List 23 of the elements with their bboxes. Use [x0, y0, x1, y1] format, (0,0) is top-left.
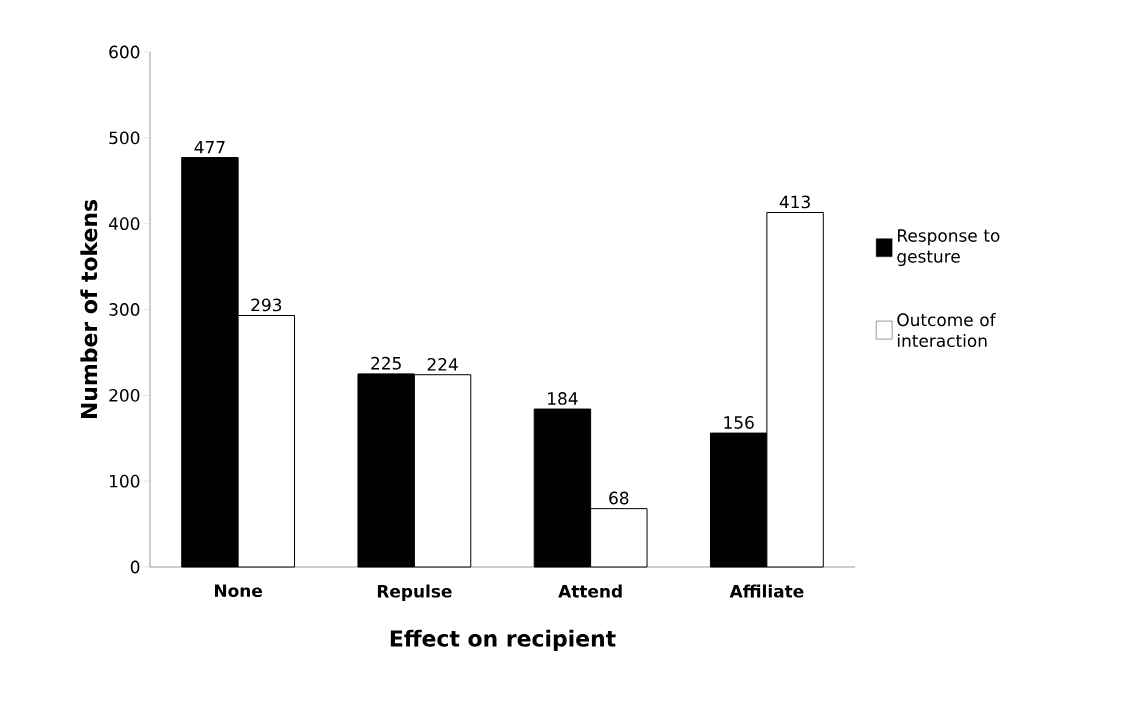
x-tick-label: None	[215, 584, 262, 598]
y-tick-label: 200	[109, 388, 140, 402]
data-label: 184	[548, 392, 578, 405]
x-tick-label: Affiliate	[729, 584, 804, 598]
y-tick-label: 0	[130, 560, 140, 574]
y-tick-label: 600	[109, 45, 140, 59]
y-tick-label: 300	[109, 303, 140, 316]
x-tick-label: Repulse	[377, 584, 452, 601]
data-label: 224	[427, 357, 458, 371]
data-label: 413	[779, 195, 810, 209]
y-tick-label: 500	[109, 131, 140, 145]
y-tick-label: 400	[108, 217, 140, 231]
y-tick-label: 100	[110, 474, 140, 488]
data-label: 225	[371, 356, 401, 370]
legend-label: Outcome of interaction	[897, 313, 996, 348]
x-axis-title: Effect on recipient	[390, 629, 616, 651]
legend-label: Response to gesture	[897, 229, 1000, 267]
data-label: 477	[194, 141, 225, 154]
data-label: 156	[724, 416, 754, 429]
data-label: 68	[609, 491, 629, 505]
x-tick-label: Attend	[558, 584, 622, 598]
data-label: 293	[251, 298, 282, 312]
y-axis-title: Number of tokens	[80, 200, 98, 418]
